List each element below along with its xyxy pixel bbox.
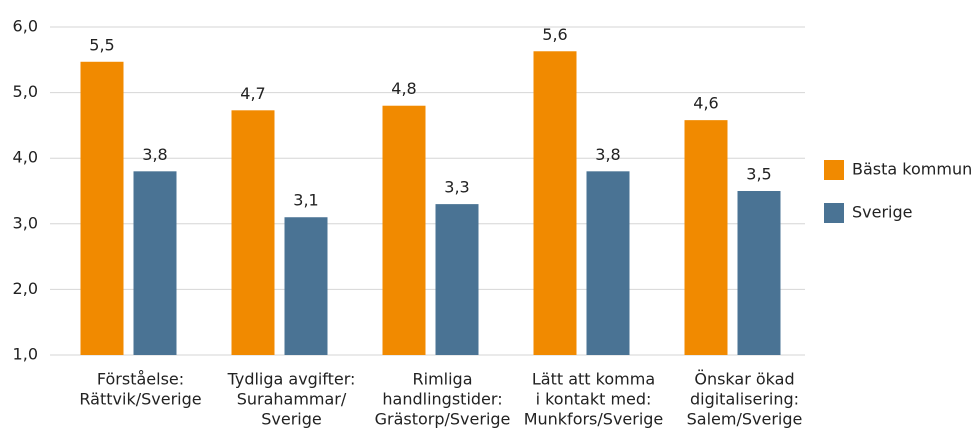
value-label: 5,6	[542, 25, 567, 44]
value-label: 3,3	[444, 178, 469, 197]
value-label: 3,5	[746, 165, 771, 184]
legend-label: Bästa kommun	[852, 160, 972, 179]
y-tick-label: 2,0	[13, 279, 38, 298]
bar	[586, 171, 630, 355]
legend-label: Sverige	[852, 203, 913, 222]
bar	[435, 204, 479, 355]
bar	[382, 105, 426, 355]
bar	[684, 120, 728, 355]
bar	[231, 110, 275, 355]
value-label: 4,8	[391, 79, 416, 98]
y-tick-label: 6,0	[13, 17, 38, 36]
value-label: 3,1	[293, 191, 318, 210]
x-tick-label: Salem/Sverige	[687, 410, 803, 429]
x-tick-label: Sverige	[261, 410, 322, 429]
legend-swatch	[824, 203, 844, 223]
x-tick-label: Grästorp/Sverige	[375, 410, 511, 429]
x-tick-label: Rättvik/Sverige	[79, 390, 201, 409]
bar	[533, 51, 577, 355]
bar	[284, 217, 328, 355]
x-tick-label: Lätt att komma	[532, 370, 655, 389]
y-tick-label: 4,0	[13, 148, 38, 167]
x-tick-label: Önskar ökad	[694, 370, 794, 389]
x-tick-label: handlingstider:	[382, 390, 502, 409]
x-tick-label: Rimliga	[413, 370, 473, 389]
value-label: 3,8	[595, 145, 620, 164]
y-tick-label: 3,0	[13, 213, 38, 232]
legend-swatch	[824, 160, 844, 180]
value-label: 4,6	[693, 94, 718, 113]
x-tick-label: i kontakt med:	[536, 390, 652, 409]
y-tick-label: 1,0	[13, 345, 38, 364]
bar	[133, 171, 177, 355]
x-tick-label: Förståelse:	[97, 370, 184, 389]
value-label: 4,7	[240, 84, 265, 103]
x-tick-label: Tydliga avgifter:	[227, 370, 356, 389]
value-label: 5,5	[89, 35, 114, 54]
y-tick-label: 5,0	[13, 82, 38, 101]
x-tick-label: digitalisering:	[690, 390, 799, 409]
value-label: 3,8	[142, 145, 167, 164]
bar	[80, 61, 124, 355]
x-tick-label: Munkfors/Sverige	[524, 410, 664, 429]
bar	[737, 191, 781, 355]
x-tick-label: Surahammar/	[237, 390, 347, 409]
